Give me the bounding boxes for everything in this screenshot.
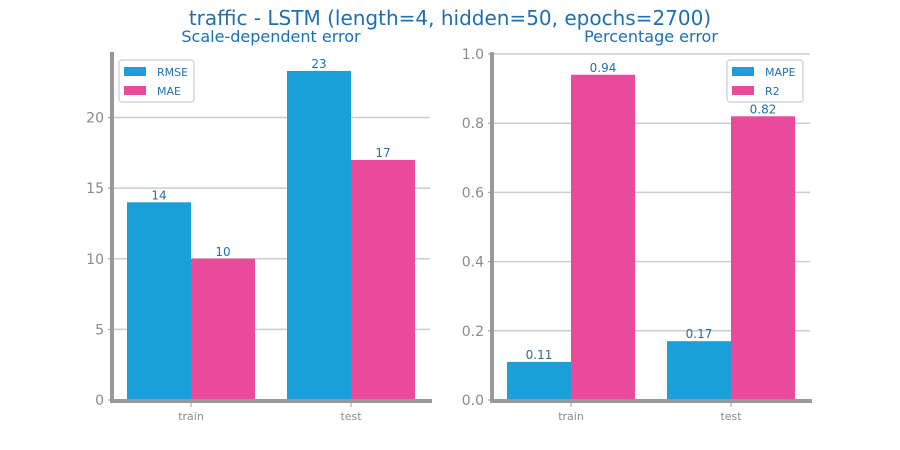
chart-scale-dependent: 0 5 10 15 20 14 23 10 17 train test RMSE MAE	[86, 52, 432, 423]
legend-swatch-mae	[124, 86, 146, 95]
legend-swatch-rmse	[124, 67, 146, 76]
legend-label-rmse: RMSE	[157, 66, 188, 79]
bar-mape-test	[667, 341, 731, 400]
bar-mae-test	[351, 159, 415, 400]
y-tick-label: 0.4	[462, 255, 484, 271]
y-tick-label: 0.8	[462, 116, 484, 132]
y-tick-label: 10	[86, 252, 104, 268]
y-tick-label: 0.0	[462, 393, 484, 409]
chart-title-scale-dependent: Scale-dependent error	[181, 27, 361, 46]
bar-mape-train	[507, 361, 571, 400]
y-tick-label: 0.2	[462, 324, 484, 340]
y-tick-label: 0.6	[462, 185, 484, 201]
legend-label-mape: MAPE	[765, 66, 796, 79]
data-label-rmse-test: 23	[311, 57, 326, 71]
figure-title: traffic - LSTM (length=4, hidden=50, epo…	[188, 6, 712, 30]
data-label-rmse-train: 14	[151, 188, 166, 202]
data-label-mae-test: 17	[375, 146, 390, 160]
legend-swatch-r2	[732, 86, 754, 95]
y-tick-label: 5	[95, 322, 104, 338]
y-tick-label: 15	[86, 181, 104, 197]
x-tick-label-train: train	[178, 410, 204, 423]
bar-rmse-test	[287, 70, 351, 401]
x-tick-label-train: train	[558, 410, 584, 423]
chart-panel-scale-dependent: Scale-dependent error 0 5 10 15 20 14 23 10 17 tr…	[86, 27, 432, 423]
legend-label-mae: MAE	[157, 85, 181, 98]
chart-title-percentage: Percentage error	[584, 27, 718, 46]
bar-mae-train	[191, 258, 255, 400]
x-tick-label-test: test	[340, 410, 362, 423]
legend-swatch-mape	[732, 67, 754, 76]
x-tick-label-test: test	[720, 410, 742, 423]
data-label-r2-test: 0.82	[750, 102, 777, 116]
y-tick-label: 20	[86, 111, 104, 127]
data-label-mape-test: 0.17	[686, 327, 713, 341]
data-label-mae-train: 10	[215, 245, 230, 259]
bar-r2-test	[731, 116, 795, 400]
y-tick-label: 1.0	[462, 47, 484, 63]
data-label-r2-train: 0.94	[590, 61, 617, 75]
data-label-mape-train: 0.11	[526, 348, 553, 362]
bar-rmse-train	[127, 202, 191, 400]
bar-r2-train	[571, 74, 635, 400]
y-tick-label: 0	[95, 393, 104, 409]
legend-label-r2: R2	[765, 85, 780, 98]
